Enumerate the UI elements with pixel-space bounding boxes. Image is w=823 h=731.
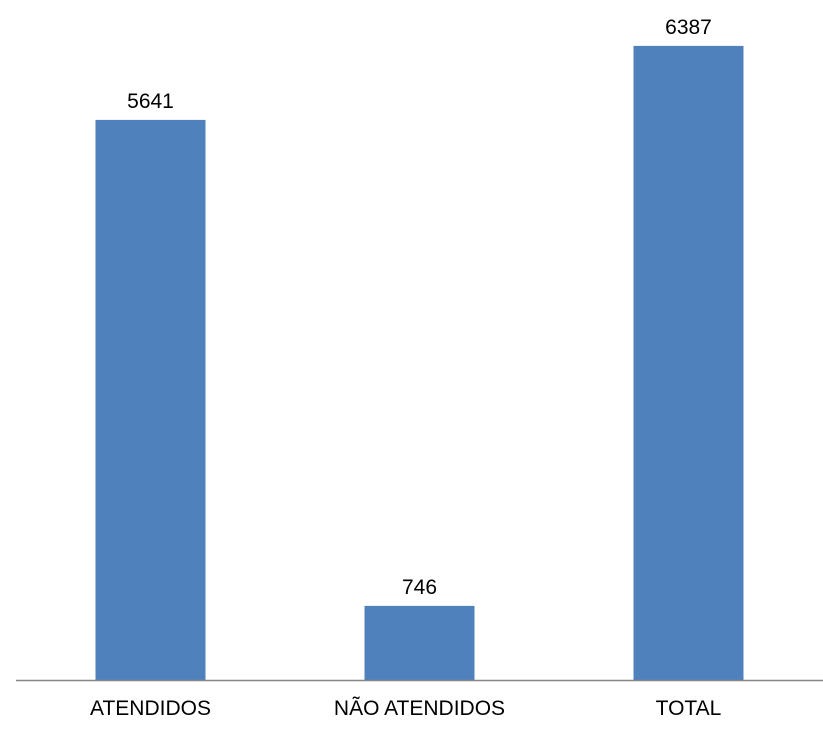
data-label-atendidos: 5641 <box>127 90 174 113</box>
category-label-nao-atendidos: NÃO ATENDIDOS <box>334 696 505 720</box>
category-label-atendidos: ATENDIDOS <box>90 697 211 720</box>
bar-nao-atendidos <box>364 605 475 680</box>
category-label-total: TOTAL <box>656 697 722 720</box>
bar-atendidos <box>95 119 206 680</box>
value-labels-layer: 5641 746 6387 <box>127 16 712 599</box>
bar-total <box>633 45 744 680</box>
data-label-total: 6387 <box>665 16 712 39</box>
bars-layer <box>95 45 744 680</box>
category-labels-layer: ATENDIDOS NÃO ATENDIDOS TOTAL <box>90 696 721 720</box>
data-label-nao-atendidos: 746 <box>402 576 437 599</box>
